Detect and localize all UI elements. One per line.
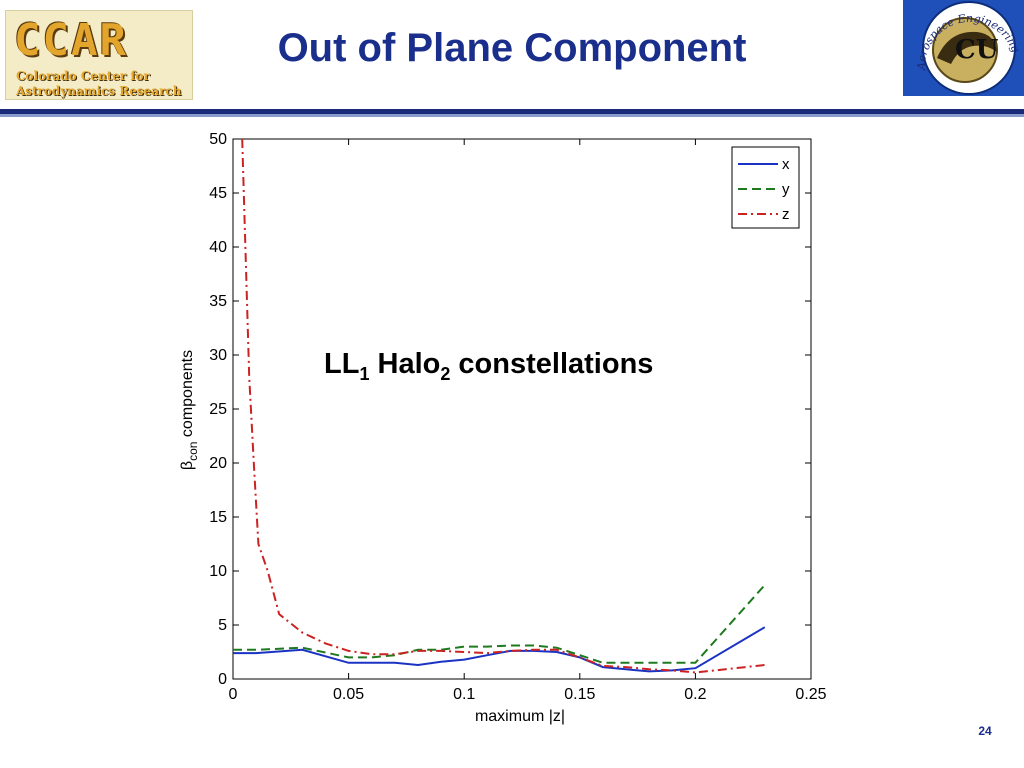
y-tick-label: 25 bbox=[209, 401, 227, 418]
series-line-x bbox=[233, 626, 766, 673]
ccar-logo-line1: Colorado Center for bbox=[16, 69, 150, 83]
plot-frame bbox=[232, 138, 812, 680]
y-axis-label-main: β bbox=[179, 461, 196, 470]
x-tick-label: 0.25 bbox=[795, 686, 826, 703]
y-tick-label: 0 bbox=[218, 671, 227, 688]
legend-label-y: y bbox=[782, 181, 790, 198]
series-line-y bbox=[233, 584, 766, 664]
plot-area bbox=[232, 138, 812, 680]
y-tick-label: 10 bbox=[209, 563, 227, 580]
annotation-part3: constellations bbox=[450, 348, 653, 380]
y-tick-label: 5 bbox=[218, 617, 227, 634]
legend-label-z: z bbox=[782, 206, 790, 223]
legend: x y z bbox=[731, 146, 800, 229]
y-tick-label: 45 bbox=[209, 185, 227, 202]
ccar-logo-acronym: CCAR bbox=[14, 15, 128, 66]
y-tick-label: 30 bbox=[209, 347, 227, 364]
annotation-sub1: 1 bbox=[359, 364, 369, 384]
x-tick-label: 0.15 bbox=[564, 686, 595, 703]
y-tick-label: 35 bbox=[209, 293, 227, 310]
x-axis: 0 0.05 0.1 0.15 0.2 0.25 bbox=[229, 139, 827, 703]
y-tick-label: 15 bbox=[209, 509, 227, 526]
y-axis: 0 5 10 15 20 25 30 35 40 45 50 bbox=[209, 131, 811, 688]
x-axis-label: maximum |z| bbox=[475, 708, 565, 725]
y-axis-label-sub: con bbox=[186, 442, 200, 461]
chart-annotation: LL1 Halo2 constellations bbox=[324, 348, 653, 384]
cu-aerospace-emblem: CU Aerospace Engineering bbox=[903, 0, 1024, 96]
annotation-part2: Halo bbox=[369, 348, 440, 380]
series-line-z bbox=[241, 138, 765, 674]
x-tick-label: 0.1 bbox=[453, 686, 475, 703]
annotation-part1: LL bbox=[324, 348, 359, 380]
x-tick-label: 0.05 bbox=[333, 686, 364, 703]
page-number: 24 bbox=[978, 724, 992, 738]
x-tick-label: 0.2 bbox=[684, 686, 706, 703]
x-tick-label: 0 bbox=[229, 686, 238, 703]
y-tick-label: 40 bbox=[209, 239, 227, 256]
y-tick-label: 20 bbox=[209, 455, 227, 472]
cu-emblem-text: CU bbox=[955, 35, 999, 65]
slide-title: Out of Plane Component bbox=[277, 26, 747, 70]
ccar-logo: CCAR Colorado Center for Astrodynamics R… bbox=[5, 10, 193, 100]
y-axis-label: βcon components bbox=[179, 350, 200, 470]
y-axis-label-rest: components bbox=[179, 350, 196, 442]
annotation-sub2: 2 bbox=[440, 364, 450, 384]
ccar-logo-line2: Astrodynamics Research bbox=[16, 84, 182, 98]
y-tick-label: 50 bbox=[209, 131, 227, 148]
header-rule-accent bbox=[0, 114, 1024, 117]
legend-label-x: x bbox=[782, 156, 790, 173]
series-layer bbox=[233, 138, 766, 674]
cu-aerospace-logo: CU Aerospace Engineering bbox=[903, 0, 1024, 96]
header-rule bbox=[0, 109, 1024, 114]
